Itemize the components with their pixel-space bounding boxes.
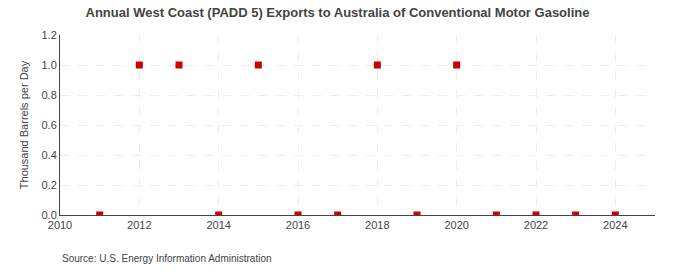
svg-text:0.8: 0.8 <box>42 89 57 101</box>
svg-text:2024: 2024 <box>603 219 627 231</box>
svg-text:2018: 2018 <box>365 219 389 231</box>
svg-text:Thousand Barrels per Day: Thousand Barrels per Day <box>18 60 30 189</box>
svg-text:1.2: 1.2 <box>42 29 57 41</box>
svg-text:2020: 2020 <box>444 219 468 231</box>
svg-text:2012: 2012 <box>127 219 151 231</box>
svg-text:1.0: 1.0 <box>42 59 57 71</box>
svg-text:Annual West Coast (PADD 5) Exp: Annual West Coast (PADD 5) Exports to Au… <box>86 5 590 20</box>
svg-text:Source: U.S. Energy Informatio: Source: U.S. Energy Information Administ… <box>62 253 272 264</box>
svg-text:0.2: 0.2 <box>42 179 57 191</box>
svg-text:2014: 2014 <box>206 219 230 231</box>
svg-text:2010: 2010 <box>48 219 72 231</box>
svg-text:0.6: 0.6 <box>42 119 57 131</box>
svg-text:0.0: 0.0 <box>42 209 57 221</box>
svg-text:2016: 2016 <box>286 219 310 231</box>
svg-text:2022: 2022 <box>524 219 548 231</box>
svg-text:0.4: 0.4 <box>42 149 57 161</box>
